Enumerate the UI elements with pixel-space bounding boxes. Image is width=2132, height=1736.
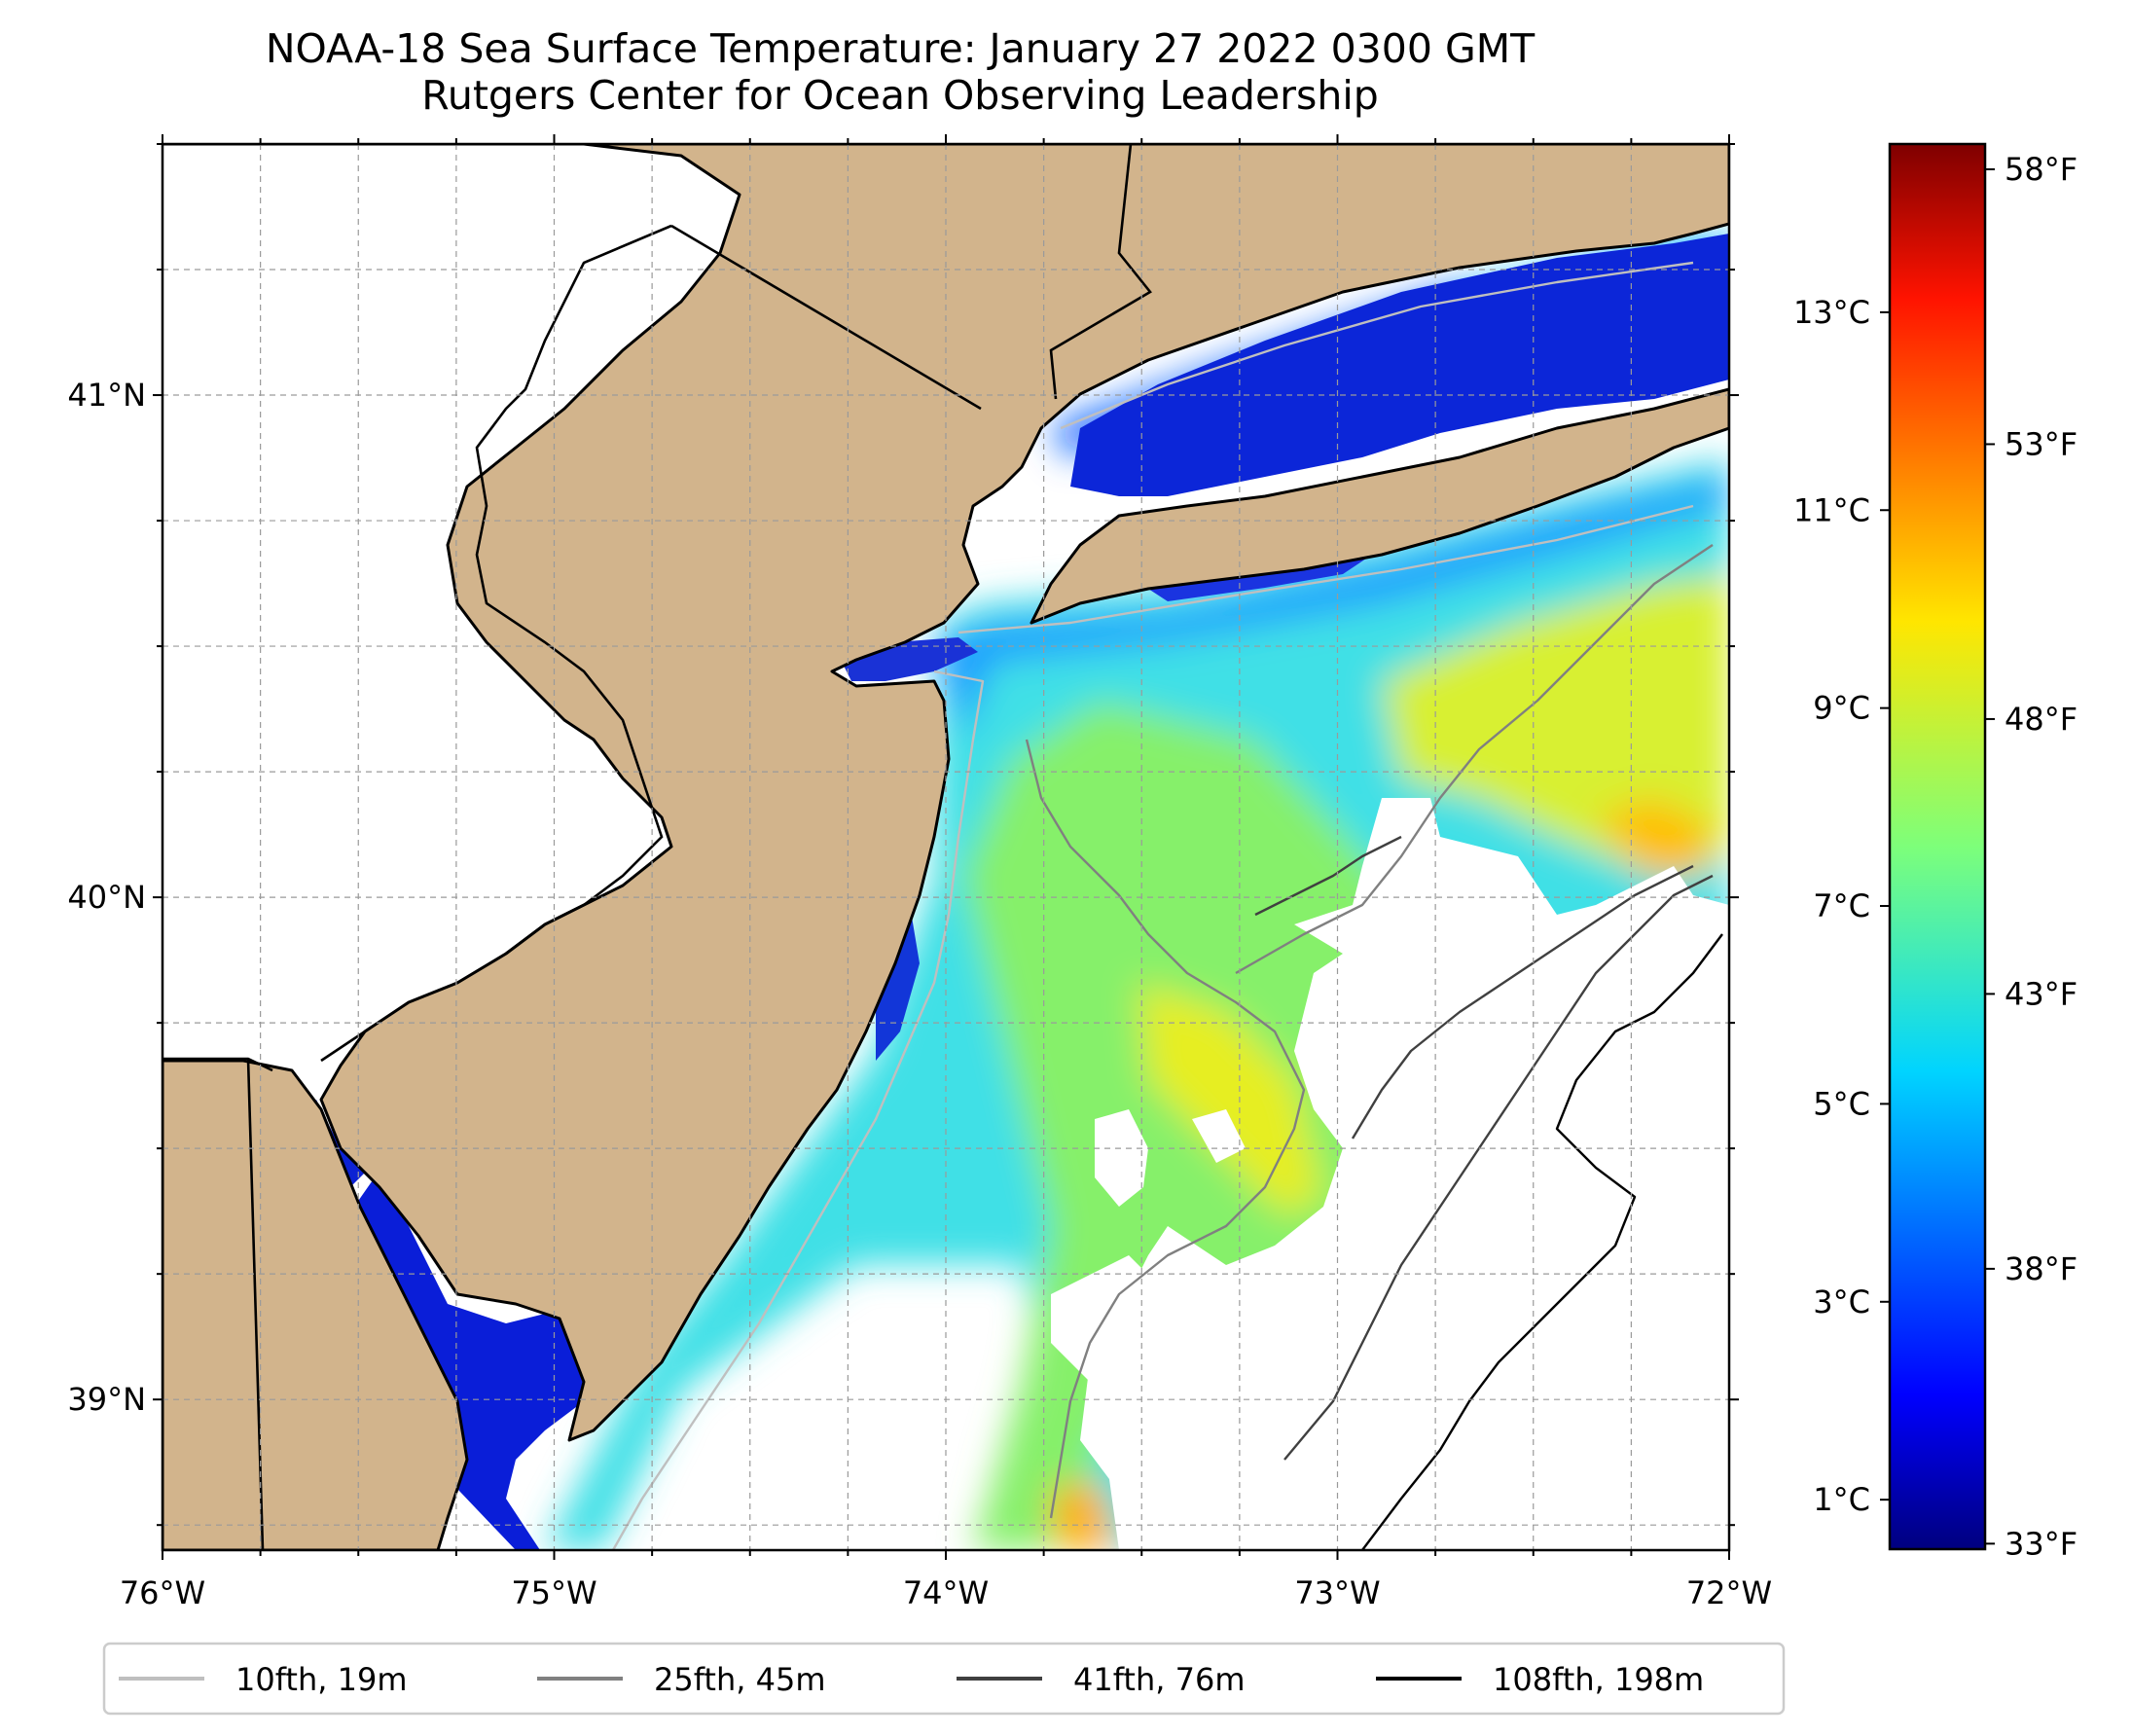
axis-ticks — [153, 134, 1739, 1560]
sst-cool-nearshore — [934, 477, 1729, 740]
boundary-delaware-river — [320, 224, 672, 1063]
colorbar-celsius-ticks: 1°C 3°C 5°C 7°C 9°C 11°C 13°C — [1793, 294, 1890, 1518]
map-title: NOAA-18 Sea Surface Temperature: January… — [0, 25, 1800, 119]
long-island-sound-water — [1070, 234, 1729, 496]
boundary-ny-nj — [670, 224, 982, 411]
contour-25fth — [1025, 544, 1714, 1519]
colorbar: 1°C 3°C 5°C 7°C 9°C 11°C 13°C 33°F 38°F 43°F 48°F… — [1793, 142, 2078, 1562]
barnegat-bay-water — [876, 905, 920, 1061]
fahrenheit-label: 38°F — [2005, 1250, 2078, 1287]
fahrenheit-label: 53°F — [2005, 425, 2078, 462]
lon-label: 72°W — [1686, 1574, 1772, 1611]
ny-harbor-water — [842, 637, 978, 681]
bathymetry-contours — [611, 261, 1723, 1550]
legend-frame — [102, 1642, 1786, 1716]
boundary-de-md — [246, 1058, 265, 1550]
boundary-pa-de — [163, 1057, 273, 1072]
celsius-label: 11°C — [1793, 491, 1870, 528]
celsius-label: 5°C — [1813, 1085, 1870, 1122]
lon-label: 76°W — [120, 1574, 205, 1611]
celsius-label: 7°C — [1813, 887, 1870, 924]
title-line-1: NOAA-18 Sea Surface Temperature: January… — [265, 25, 1536, 72]
land-delmarva — [163, 1059, 469, 1550]
contour-41fth — [1254, 835, 1714, 1461]
legend-label: 25fth, 45m — [654, 1661, 825, 1698]
lon-label: 74°W — [903, 1574, 989, 1611]
lat-label: 40°N — [67, 879, 146, 916]
longitude-labels: 76°W 75°W 74°W 73°W 72°W — [120, 1574, 1772, 1611]
sst-warm-patch — [1596, 798, 1713, 876]
land-long-island — [1030, 387, 1729, 625]
legend-label: 41fth, 76m — [1073, 1661, 1245, 1698]
lon-label: 73°W — [1294, 1574, 1380, 1611]
colorbar-fahrenheit-ticks: 33°F 38°F 43°F 48°F 53°F 58°F — [1985, 151, 2078, 1562]
legend-label: 108fth, 198m — [1493, 1661, 1704, 1698]
celsius-label: 13°C — [1793, 294, 1870, 331]
lon-label: 75°W — [511, 1574, 596, 1611]
sst-yellow-patch — [1138, 983, 1323, 1216]
cloud-mask-south — [1051, 1255, 1168, 1382]
celsius-label: 1°C — [1813, 1481, 1870, 1518]
boundary-ny-ct — [1049, 144, 1152, 400]
fahrenheit-label: 43°F — [2005, 975, 2078, 1012]
fahrenheit-label: 58°F — [2005, 151, 2078, 188]
lat-label: 41°N — [67, 377, 146, 414]
state-boundaries — [163, 144, 1152, 1550]
contour-108fth — [1361, 933, 1723, 1550]
sst-warm-patch-south — [1051, 1479, 1119, 1550]
sst-yellow-band — [1382, 574, 1729, 876]
cloud-mask-west — [1095, 1109, 1148, 1207]
fahrenheit-label: 33°F — [2005, 1525, 2078, 1562]
cloud-mask-hole — [1192, 1109, 1246, 1163]
map-area — [163, 144, 1729, 1550]
gridlines — [163, 144, 1729, 1550]
cloud-mask-main — [1080, 798, 1729, 1550]
colorbar-gradient — [1888, 142, 1987, 1551]
lat-label: 39°N — [67, 1381, 146, 1418]
sst-field — [163, 234, 1729, 1550]
legend-label: 10fth, 19m — [235, 1661, 407, 1698]
latitude-labels: 41°N 40°N 39°N — [67, 377, 146, 1418]
legend-entries: 10fth, 19m 25fth, 45m 41fth, 76m 108fth, 19… — [119, 1661, 1704, 1698]
celsius-label: 3°C — [1813, 1284, 1870, 1320]
title-line-2: Rutgers Center for Ocean Observing Leade… — [421, 72, 1379, 119]
delaware-bay-water — [341, 1177, 594, 1550]
fahrenheit-label: 48°F — [2005, 701, 2078, 738]
celsius-label: 9°C — [1813, 690, 1870, 727]
contour-legend: 10fth, 19m 25fth, 45m 41fth, 76m 108fth, 19… — [102, 1642, 1786, 1716]
